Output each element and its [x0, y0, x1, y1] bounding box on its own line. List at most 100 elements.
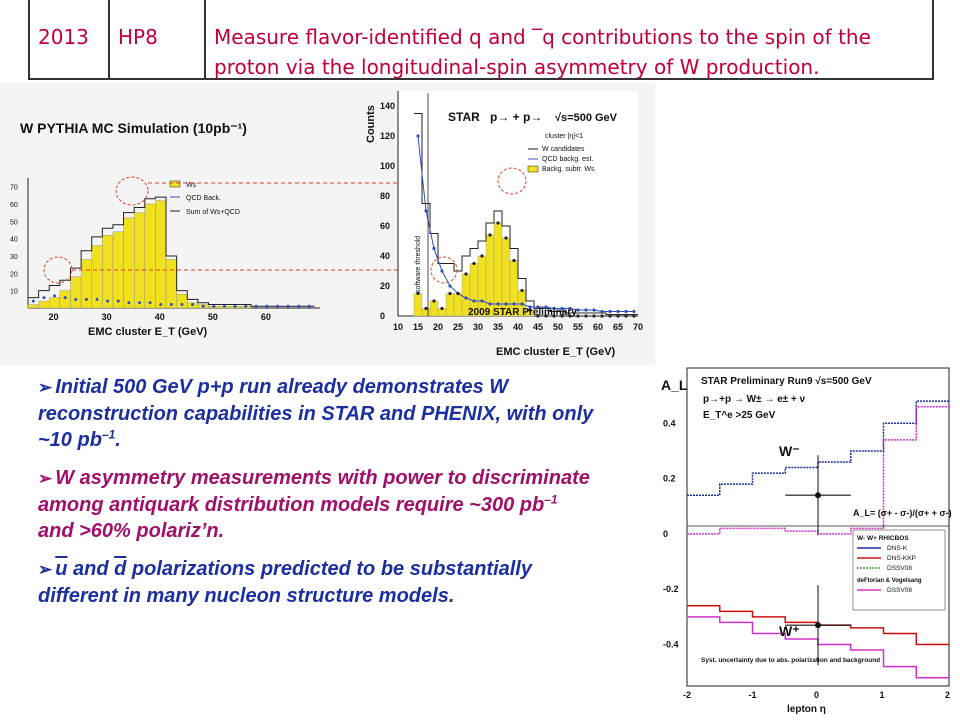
left-qcd-point: [307, 304, 311, 308]
right-plot-cut: cluster |η|<1: [545, 133, 583, 140]
right-ytick-label: 0: [380, 311, 385, 321]
right-xtick-label: 40: [513, 322, 523, 332]
left-plot-xlabel: EMC cluster E_T (GeV): [88, 326, 208, 338]
left-xtick-label: 30: [102, 312, 112, 322]
right-qcd-point: [512, 302, 516, 306]
asymmetry-plot: A_L STAR Preliminary Run9 √s=500 GeV p→+…: [655, 360, 955, 720]
left-plot-xticks: 20 30 40 50 60: [49, 312, 271, 322]
left-qcd-point: [244, 304, 248, 308]
al-ytick-label: 0.2: [663, 474, 676, 484]
right-subtracted-point: [584, 314, 588, 318]
right-plot-preliminary: 2009 STAR Preliminary: [468, 307, 577, 318]
bullet-3-mid: and: [67, 558, 115, 580]
left-plot-title: W PYTHIA MC Simulation (10pb⁻¹): [20, 120, 247, 136]
left-ws-bar: [49, 297, 61, 309]
al-cut: E_T^e >25 GeV: [703, 410, 776, 421]
bullet-1: ➢ Initial 500 GeV p+p run already demonst…: [38, 374, 598, 453]
left-qcd-point: [201, 304, 205, 308]
right-qcd-point: [592, 308, 596, 312]
right-xtick-label: 45: [533, 322, 543, 332]
left-ytick-label: 60: [10, 202, 18, 209]
right-qcd-point: [528, 305, 532, 309]
right-qcd-point: [504, 302, 508, 306]
right-subtracted-point: [464, 272, 468, 276]
al-ytick-label: 0: [663, 529, 668, 539]
left-qcd-point: [95, 297, 99, 301]
left-ws-bar: [70, 276, 82, 309]
left-qcd-point: [233, 304, 237, 308]
left-qcd-point: [63, 296, 67, 300]
bullet-3-rest: polarizations predicted to be substantia…: [38, 558, 532, 607]
bullet-2-end: and >60% polariz’n.: [38, 520, 225, 542]
right-qcd-point: [520, 302, 524, 306]
al-legend-header: W- W+ RHICBOS: [857, 535, 909, 542]
right-qcd-point: [440, 269, 444, 273]
left-ws-bar: [165, 259, 177, 309]
left-xtick-label: 40: [155, 312, 165, 322]
al-series: [687, 400, 949, 679]
left-ws-bar: [144, 203, 156, 309]
right-plot-series: [413, 113, 638, 318]
right-plot-ylabel: Counts: [365, 105, 377, 143]
right-low-circle: [430, 256, 458, 284]
left-qcd-point: [127, 301, 131, 305]
left-ws-bar: [155, 200, 167, 309]
right-subtracted-point: [456, 291, 460, 296]
right-subtracted-point: [576, 314, 580, 318]
left-qcd-point: [84, 297, 88, 301]
right-xtick-label: 20: [433, 322, 443, 332]
right-xtick-label: 25: [453, 322, 463, 332]
al-ylabel: A_L: [661, 377, 688, 393]
histogram-panel: W PYTHIA MC Simulation (10pb⁻¹) 70 60 50 40…: [0, 83, 655, 365]
right-qcd-point: [536, 305, 540, 309]
right-subtracted-point: [440, 306, 444, 311]
right-subtracted-point: [552, 314, 556, 318]
bullet-arrow-icon: ➢: [38, 469, 53, 488]
right-plot-xlabel: EMC cluster E_T (GeV): [496, 346, 616, 358]
bullet-3: ➢ u and d polarizations predicted to be s…: [38, 556, 598, 609]
right-subtracted-point: [496, 221, 500, 225]
left-plot-yticks: 70 60 50 40 30 20 10: [10, 185, 18, 296]
right-subtracted-point: [424, 306, 428, 311]
left-ws-bar: [38, 300, 50, 309]
al-xlabel: lepton η: [787, 704, 826, 715]
right-subtracted-point: [520, 288, 524, 293]
left-qcd-point: [116, 299, 120, 303]
bullet-2-sup: –1: [544, 492, 558, 507]
right-qcd-point: [632, 309, 636, 314]
right-qcd-point: [552, 306, 556, 311]
right-subtracted-point: [544, 314, 548, 318]
right-subtracted-point: [560, 314, 564, 318]
al-yticks: 0.4 0.2 0 -0.2 -0.4: [663, 418, 679, 649]
left-legend-sum: Sum of Ws+QCD: [186, 209, 240, 216]
right-xtick-label: 35: [493, 322, 503, 332]
left-qcd-point: [191, 303, 195, 307]
right-qcd-point: [616, 309, 620, 314]
right-qcd-line: [417, 135, 634, 312]
bullet-2: ➢ W asymmetry measurements with power to …: [38, 465, 598, 544]
left-qcd-point: [74, 297, 78, 301]
left-qcd-point: [222, 304, 226, 308]
objective-table-row: 2013 HP8 Measure flavor-identified q and…: [28, 0, 934, 80]
al-xtick-label: 2: [945, 690, 950, 700]
right-xtick-label: 50: [553, 322, 563, 332]
right-ytick-label: 60: [380, 221, 390, 231]
al-legend-dnsk: DNS-K: [887, 545, 908, 552]
right-qcd-point: [432, 246, 436, 251]
left-ytick-label: 40: [10, 237, 18, 244]
right-qcd-point: [464, 296, 468, 300]
right-qcd-point: [624, 309, 628, 314]
bullet-list: ➢ Initial 500 GeV p+p run already demonst…: [38, 374, 598, 621]
right-subtracted-point: [536, 314, 540, 318]
right-qcd-point: [496, 302, 500, 306]
right-xtick-label: 70: [633, 322, 643, 332]
right-xtick-label: 10: [393, 322, 403, 332]
right-subtracted-point: [512, 258, 516, 263]
bullet-3-u: u: [55, 558, 68, 580]
right-subtracted-point: [608, 314, 612, 318]
al-legend-dssv08: DSSV08: [887, 587, 912, 594]
al-legend-dssv: DSSV08: [887, 565, 912, 572]
al-plot-frame: [686, 367, 950, 687]
code-cell: HP8: [110, 0, 206, 78]
right-qcd-point: [600, 309, 604, 314]
